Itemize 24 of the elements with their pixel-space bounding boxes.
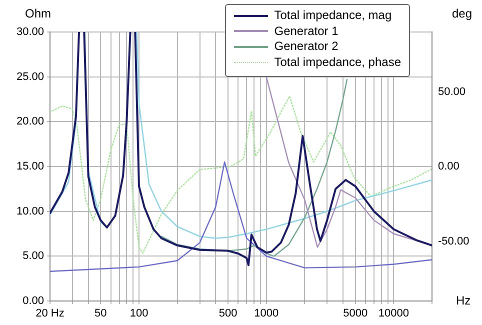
y-tick-label: 15.00	[16, 160, 44, 173]
legend-label: Total impedance, mag	[274, 8, 392, 24]
legend-label: Generator 1	[274, 24, 338, 39]
x-tick-label: 100	[130, 308, 148, 320]
y-tick-label: 30.00	[16, 26, 44, 38]
x-tick-label: 1000	[254, 308, 279, 320]
y-tick-label: 25.00	[16, 70, 44, 83]
x-tick-label: 50	[94, 308, 107, 320]
y2-tick-label: 0.00	[438, 160, 460, 173]
y2-tick-label: -50.00	[438, 235, 470, 248]
y-axis-title: Ohm	[24, 6, 52, 20]
x-tick-label: 5000	[343, 308, 368, 320]
y-tick-label: 10.00	[16, 205, 44, 218]
x-axis-title: Hz	[456, 293, 471, 308]
y-tick-label: 0.00	[22, 295, 44, 308]
x-tick-label: 500	[218, 308, 238, 320]
legend-label: Total impedance, phase	[274, 54, 401, 70]
y2-tick-label: 50.00	[438, 86, 466, 98]
y-tick-label: 20.00	[16, 116, 44, 128]
x-tick-label: 10000	[378, 308, 409, 320]
x-tick-label: 20 Hz	[36, 308, 64, 320]
legend-label: Generator 2	[274, 39, 338, 54]
y-tick-label: 5.00	[22, 250, 44, 262]
y2-axis-title: deg	[452, 6, 472, 20]
